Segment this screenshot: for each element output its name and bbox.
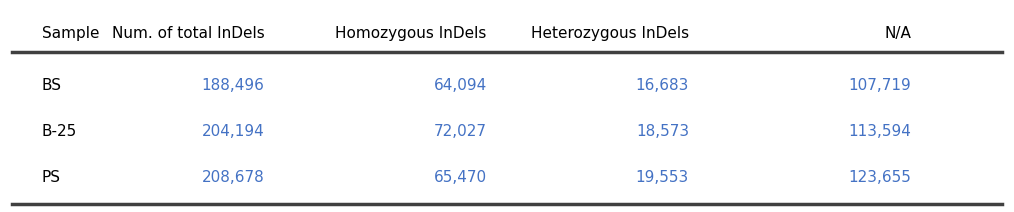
Text: 208,678: 208,678 (202, 170, 265, 185)
Text: PS: PS (42, 170, 61, 185)
Text: N/A: N/A (884, 26, 912, 42)
Text: 123,655: 123,655 (849, 170, 912, 185)
Text: 65,470: 65,470 (434, 170, 487, 185)
Text: 113,594: 113,594 (849, 124, 912, 139)
Text: Sample: Sample (42, 26, 99, 42)
Text: Heterozygous InDels: Heterozygous InDels (531, 26, 690, 42)
Text: 19,553: 19,553 (636, 170, 690, 185)
Text: Homozygous InDels: Homozygous InDels (336, 26, 487, 42)
Text: B-25: B-25 (42, 124, 77, 139)
Text: BS: BS (42, 78, 62, 93)
Text: 64,094: 64,094 (434, 78, 487, 93)
Text: Num. of total InDels: Num. of total InDels (112, 26, 265, 42)
Text: 107,719: 107,719 (849, 78, 912, 93)
Text: 204,194: 204,194 (202, 124, 265, 139)
Text: 16,683: 16,683 (636, 78, 690, 93)
Text: 72,027: 72,027 (434, 124, 487, 139)
Text: 188,496: 188,496 (202, 78, 265, 93)
Text: 18,573: 18,573 (636, 124, 690, 139)
